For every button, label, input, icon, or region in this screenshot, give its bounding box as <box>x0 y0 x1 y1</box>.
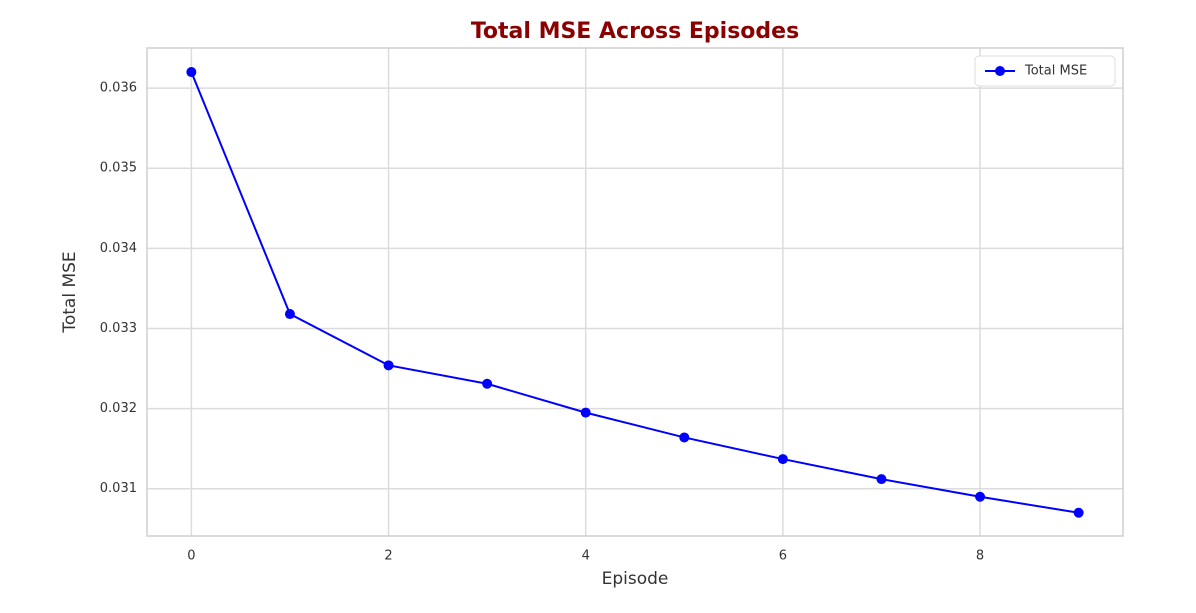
chart-title: Total MSE Across Episodes <box>471 19 799 44</box>
y-tick-label: 0.032 <box>100 401 137 416</box>
y-tick-label: 0.036 <box>100 81 137 96</box>
data-point <box>1073 507 1084 518</box>
legend-label: Total MSE <box>1024 64 1087 79</box>
y-tick-label: 0.035 <box>100 161 137 176</box>
data-point <box>383 360 394 371</box>
series-line <box>190 71 1079 514</box>
y-tick-label: 0.031 <box>100 481 137 496</box>
y-tick-label: 0.034 <box>100 241 137 256</box>
x-tick-label: 8 <box>976 549 984 564</box>
legend-marker <box>995 66 1005 76</box>
legend-box <box>974 55 1116 87</box>
y-tick-label: 0.033 <box>100 321 137 336</box>
data-point <box>186 67 197 78</box>
data-point <box>679 432 690 443</box>
x-tick-label: 4 <box>582 549 590 564</box>
x-tick-label: 0 <box>187 549 195 564</box>
x-axis-label: Episode <box>602 569 669 589</box>
data-point <box>777 454 788 465</box>
data-point <box>482 378 493 389</box>
data-point <box>580 407 591 418</box>
x-tick-label: 2 <box>384 549 392 564</box>
data-point <box>975 491 986 502</box>
data-point <box>284 309 295 320</box>
data-point <box>876 474 887 485</box>
x-tick-label: 6 <box>779 549 787 564</box>
y-axis-label: Total MSE <box>60 251 80 333</box>
plot-frame <box>146 47 1124 537</box>
